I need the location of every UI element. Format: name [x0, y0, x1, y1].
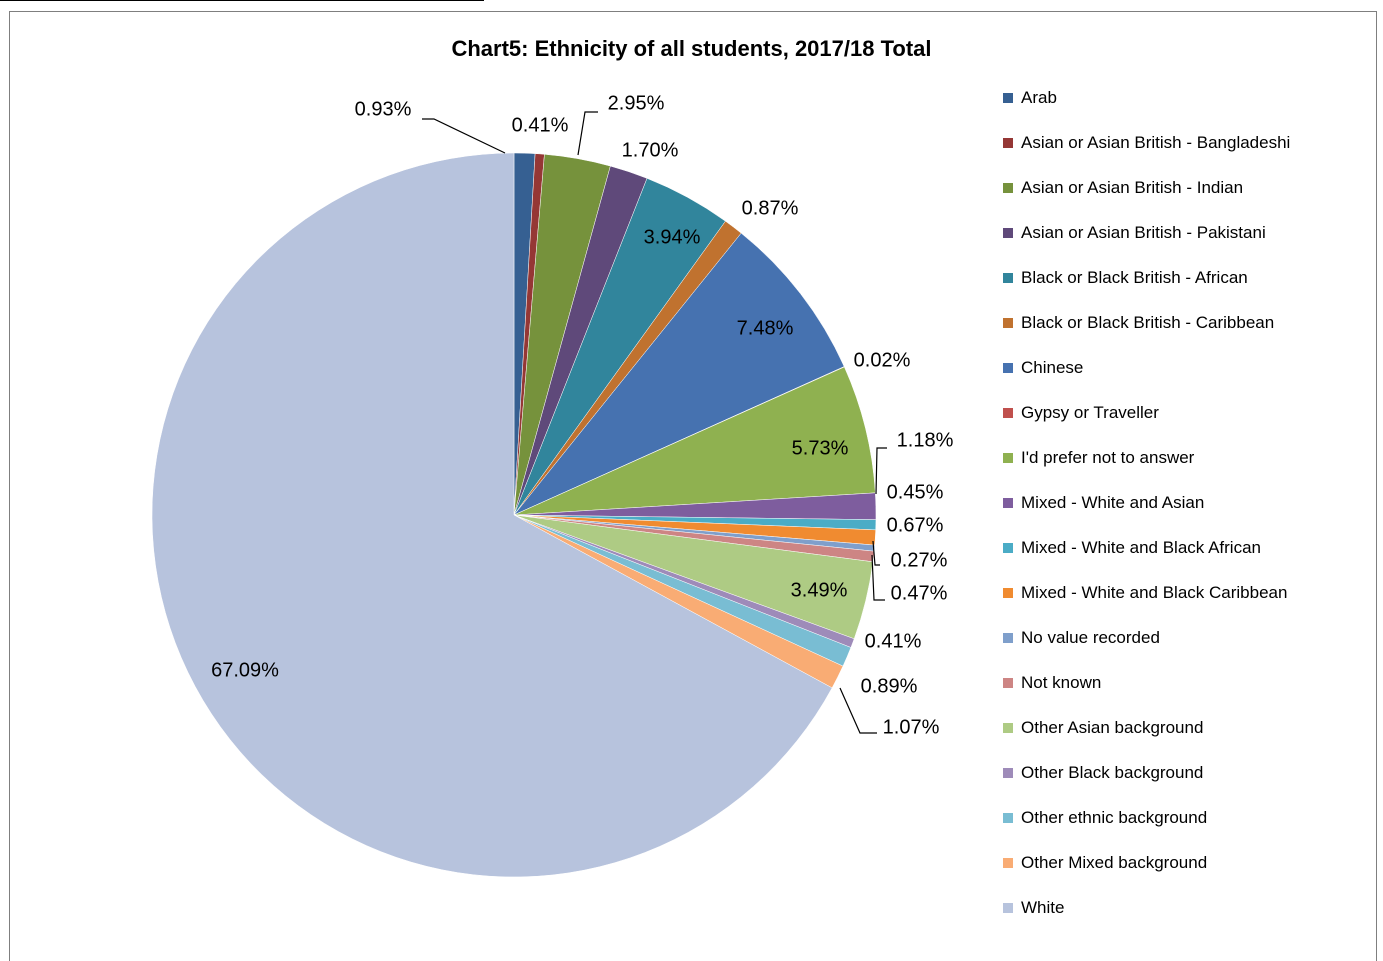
legend-swatch: [1003, 678, 1013, 688]
legend-item: Asian or Asian British - Pakistani: [1003, 223, 1363, 268]
chart-title: Chart5: Ethnicity of all students, 2017/…: [451, 36, 932, 61]
legend-item: Other Asian background: [1003, 718, 1363, 763]
legend-swatch: [1003, 93, 1013, 103]
legend-swatch: [1003, 858, 1013, 868]
data-label: 0.41%: [512, 114, 569, 136]
legend-item: Arab: [1003, 88, 1363, 133]
data-label: 3.49%: [791, 579, 848, 601]
leader-line: [839, 687, 877, 734]
leader-line: [577, 111, 598, 156]
data-label: 0.27%: [891, 549, 948, 571]
legend-item: No value recorded: [1003, 628, 1363, 673]
data-label: 0.67%: [887, 514, 944, 536]
legend-item: Other Mixed background: [1003, 853, 1363, 898]
legend-label: Chinese: [1021, 358, 1084, 377]
legend-label: Black or Black British - African: [1021, 268, 1248, 287]
legend-label: Mixed - White and Black Caribbean: [1021, 583, 1288, 602]
legend-item: White: [1003, 898, 1363, 943]
legend-item: Black or Black British - African: [1003, 268, 1363, 313]
legend-label: Other Mixed background: [1021, 853, 1208, 872]
legend-item: Black or Black British - Caribbean: [1003, 313, 1363, 358]
legend-label: Not known: [1021, 673, 1102, 692]
legend-label: White: [1021, 898, 1065, 917]
legend-label: Asian or Asian British - Indian: [1021, 178, 1244, 197]
legend-label: Other Black background: [1021, 763, 1204, 782]
legend-label: Mixed - White and Black African: [1021, 538, 1261, 557]
data-label: 7.48%: [737, 317, 794, 339]
data-label: 1.70%: [622, 139, 679, 161]
legend-label: Mixed - White and Asian: [1021, 493, 1205, 512]
legend-label: No value recorded: [1021, 628, 1160, 647]
legend-swatch: [1003, 273, 1013, 283]
legend-item: Other ethnic background: [1003, 808, 1363, 853]
legend: Arab Asian or Asian British - Bangladeshi…: [1003, 88, 1363, 943]
legend-item: Asian or Asian British - Indian: [1003, 178, 1363, 223]
legend-label: Black or Black British - Caribbean: [1021, 313, 1275, 332]
data-label: 0.89%: [861, 675, 918, 697]
header-rule: [0, 0, 484, 1]
data-label: 0.41%: [865, 630, 922, 652]
leader-line: [422, 118, 506, 154]
legend-item: Other Black background: [1003, 763, 1363, 808]
legend-swatch: [1003, 768, 1013, 778]
legend-label: Arab: [1021, 88, 1057, 107]
legend-swatch: [1003, 408, 1013, 418]
pie-slice-white: [151, 152, 833, 878]
legend-item: Asian or Asian British - Bangladeshi: [1003, 133, 1363, 178]
legend-label: Asian or Asian British - Bangladeshi: [1021, 133, 1291, 152]
legend-swatch: [1003, 498, 1013, 508]
chart-area: [9, 11, 1377, 961]
legend-swatch: [1003, 183, 1013, 193]
legend-label: Other Asian background: [1021, 718, 1204, 737]
legend-label: Gypsy or Traveller: [1021, 403, 1159, 422]
leader-line: [872, 540, 880, 566]
data-label: 0.45%: [887, 481, 944, 503]
legend-item: Mixed - White and Asian: [1003, 493, 1363, 538]
pie-slice-i-d-prefer-not-to-answer: [513, 366, 876, 516]
pie-slice-chinese: [513, 232, 845, 516]
leader-line: [875, 447, 887, 495]
legend-swatch: [1003, 903, 1013, 913]
data-label: 0.47%: [891, 582, 948, 604]
legend-swatch: [1003, 723, 1013, 733]
data-label: 5.73%: [792, 437, 849, 459]
legend-swatch: [1003, 543, 1013, 553]
legend-swatch: [1003, 813, 1013, 823]
legend-item: Mixed - White and Black Caribbean: [1003, 583, 1363, 628]
data-label: 3.94%: [644, 226, 701, 248]
legend-swatch: [1003, 453, 1013, 463]
legend-swatch: [1003, 228, 1013, 238]
legend-item: Not known: [1003, 673, 1363, 718]
data-label: 1.07%: [883, 716, 940, 738]
legend-item: Mixed - White and Black African: [1003, 538, 1363, 583]
data-label: 1.18%: [897, 429, 954, 451]
legend-label: Other ethnic background: [1021, 808, 1208, 827]
legend-swatch: [1003, 363, 1013, 373]
legend-swatch: [1003, 588, 1013, 598]
legend-item: Gypsy or Traveller: [1003, 403, 1363, 448]
legend-label: Asian or Asian British - Pakistani: [1021, 223, 1266, 242]
data-label: 0.02%: [854, 349, 911, 371]
legend-item: Chinese: [1003, 358, 1363, 403]
leader-line: [871, 554, 885, 601]
data-label: 0.87%: [742, 197, 799, 219]
data-label: 2.95%: [608, 92, 665, 114]
legend-swatch: [1003, 318, 1013, 328]
data-label: 0.93%: [355, 98, 412, 120]
legend-label: I'd prefer not to answer: [1021, 448, 1195, 467]
legend-item: I'd prefer not to answer: [1003, 448, 1363, 493]
data-label: 67.09%: [211, 659, 279, 681]
legend-swatch: [1003, 138, 1013, 148]
legend-swatch: [1003, 633, 1013, 643]
